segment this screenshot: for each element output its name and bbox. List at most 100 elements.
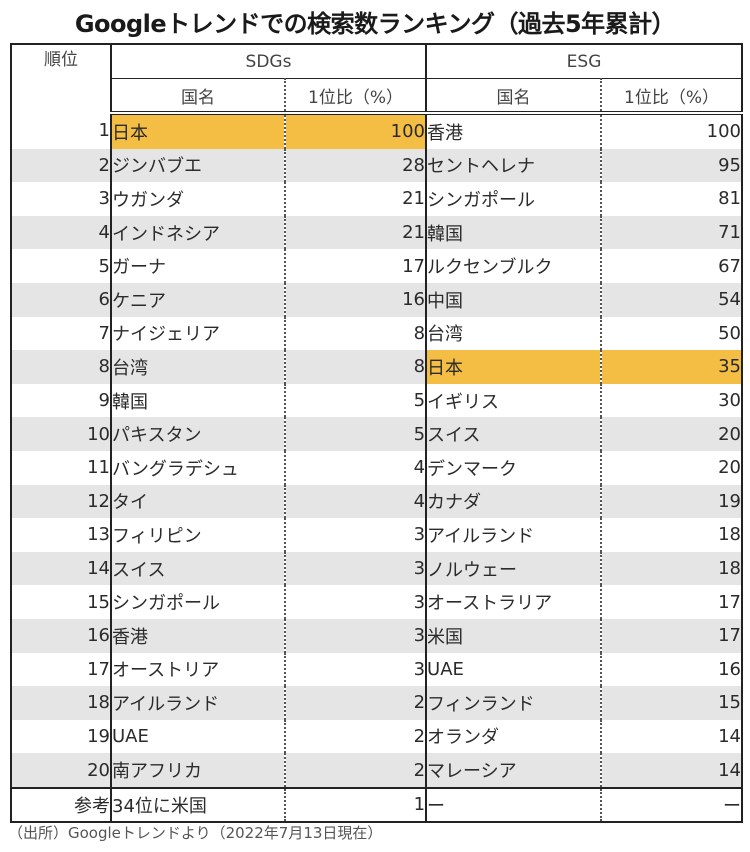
esg-country-cell: アイルランド <box>426 518 603 552</box>
rank-cell: 9 <box>11 383 112 418</box>
reference-label: 参考 <box>11 786 112 822</box>
sdgs-country-cell: インドネシア <box>111 215 286 250</box>
table-row: 18 アイルランド 2 フィンランド 15 <box>11 686 743 720</box>
rank-cell: 20 <box>11 753 112 788</box>
esg-value-cell: 81 <box>718 188 742 210</box>
sdgs-country-cell: ケニア <box>111 282 286 317</box>
rank-cell: 4 <box>11 215 112 250</box>
sdgs-value-cell: 5 <box>285 383 428 418</box>
reference-esg-value: ー <box>601 786 743 822</box>
table-row: 3 ウガンダ 21 シンガポール 81 <box>11 182 742 216</box>
sdgs-value-cell: 3 <box>285 518 428 552</box>
sdgs-value-cell: 21 <box>285 215 428 250</box>
table-row: 14 スイス 3 ノルウェー 18 <box>11 551 743 586</box>
table-row: 10 パキスタン 5 スイス 20 <box>11 417 743 451</box>
sdgs-value-cell: 17 <box>285 249 428 283</box>
reference-row: 参考 34位に米国 1 ー ー <box>11 786 743 822</box>
esg-value-cell: 20 <box>601 417 743 451</box>
sdgs-value-cell: 100 <box>285 113 428 149</box>
sdgs-value-cell: 8 <box>285 350 428 384</box>
esg-value-cell: 16 <box>718 658 742 680</box>
esg-value-cell: 100 <box>706 121 742 143</box>
page-title: Googleトレンドでの検索数ランキング（過去5年累計） <box>74 10 676 38</box>
esg-country-cell: カナダ <box>426 484 603 519</box>
sdgs-country-cell: フィリピン <box>111 518 286 552</box>
rank-cell: 14 <box>11 551 112 586</box>
sdgs-value-cell: 16 <box>285 282 428 317</box>
esg-ratio-header: 1位比（%） <box>601 78 743 115</box>
sdgs-country-cell: タイ <box>111 484 286 519</box>
rank-cell: 12 <box>11 484 112 519</box>
sdgs-value-cell: 3 <box>285 618 428 653</box>
sdgs-country-cell: ナイジェリア <box>111 316 286 351</box>
esg-country-cell: 香港 <box>426 113 603 149</box>
sdgs-country-cell: パキスタン <box>111 417 286 451</box>
reference-esg-country: ー <box>426 786 603 822</box>
esg-value-cell: 30 <box>718 390 742 412</box>
sdgs-value-cell: 5 <box>285 417 428 451</box>
esg-value-cell: 14 <box>718 725 742 747</box>
esg-value-cell: 19 <box>601 484 743 519</box>
esg-value-cell: 54 <box>601 282 743 317</box>
esg-value-cell: 67 <box>718 255 742 277</box>
sdgs-country-cell: 日本 <box>111 113 286 149</box>
esg-country-cell: デンマーク <box>426 450 603 485</box>
table-row: 19 UAE 2 オランダ 14 <box>11 719 742 754</box>
table-row: 15 シンガポール 3 オーストラリア 17 <box>11 585 742 619</box>
table-row: 7 ナイジェリア 8 台湾 50 <box>11 316 742 351</box>
esg-country-cell: ルクセンブルク <box>426 249 603 283</box>
rank-cell: 15 <box>11 585 112 619</box>
sdgs-country-cell: ウガンダ <box>111 182 286 216</box>
table-row: 16 香港 3 米国 17 <box>11 618 743 653</box>
table-row: 6 ケニア 16 中国 54 <box>11 282 743 317</box>
esg-value-cell: 95 <box>601 148 743 183</box>
rank-cell: 11 <box>11 450 112 485</box>
esg-value-cell: 18 <box>718 524 742 546</box>
table-row: 17 オーストリア 3 UAE 16 <box>11 652 742 687</box>
rank-cell: 6 <box>11 282 112 317</box>
sdgs-value-cell: 3 <box>285 585 428 619</box>
table-row: 13 フィリピン 3 アイルランド 18 <box>11 518 742 552</box>
rank-cell: 7 <box>11 316 112 351</box>
esg-country-cell: 韓国 <box>426 215 603 250</box>
sdgs-country-cell: アイルランド <box>111 686 286 720</box>
esg-value-cell: 17 <box>718 591 742 613</box>
rank-cell: 13 <box>11 518 112 552</box>
table-row: 20 南アフリカ 2 マレーシア 14 <box>11 753 743 788</box>
rank-cell: 2 <box>11 148 112 183</box>
esg-country-cell: スイス <box>426 417 603 451</box>
esg-country-cell: 台湾 <box>426 316 603 351</box>
rank-cell: 19 <box>11 719 112 754</box>
sdgs-value-cell: 28 <box>285 148 428 183</box>
rank-cell: 3 <box>11 182 112 216</box>
sdgs-group-header: SDGs <box>111 43 428 79</box>
sdgs-country-cell: 香港 <box>111 618 286 653</box>
table-row: 2 ジンバブエ 28 セントヘレナ 95 <box>11 148 743 183</box>
esg-country-cell: イギリス <box>426 383 603 418</box>
sdgs-country-cell: オーストリア <box>111 652 286 687</box>
sdgs-country-cell: スイス <box>111 551 286 586</box>
esg-country-cell: 米国 <box>426 618 603 653</box>
table-row: 1 日本 100 香港 100 <box>11 113 742 149</box>
reference-sdgs-value: 1 <box>285 786 428 822</box>
esg-country-cell: 中国 <box>426 282 603 317</box>
esg-value-cell: 50 <box>718 322 742 344</box>
esg-country-cell: マレーシア <box>426 753 603 788</box>
rank-cell: 10 <box>11 417 112 451</box>
esg-country-cell: ノルウェー <box>426 551 603 586</box>
sdgs-value-cell: 2 <box>285 753 428 788</box>
esg-country-cell: UAE <box>426 652 603 687</box>
sdgs-ratio-header: 1位比（%） <box>285 78 428 115</box>
sdgs-country-cell: ガーナ <box>111 249 286 283</box>
sdgs-country-cell: 台湾 <box>111 350 286 384</box>
esg-country-header: 国名 <box>426 78 603 115</box>
sdgs-country-cell: 南アフリカ <box>111 753 286 788</box>
esg-value-cell: 17 <box>601 618 743 653</box>
rank-cell: 17 <box>11 652 112 687</box>
reference-sdgs-country: 34位に米国 <box>111 786 286 822</box>
table-row: 12 タイ 4 カナダ 19 <box>11 484 743 519</box>
sdgs-country-cell: シンガポール <box>111 585 286 619</box>
sdgs-country-header: 国名 <box>111 78 286 115</box>
esg-value-cell: 14 <box>601 753 743 788</box>
esg-country-cell: セントヘレナ <box>426 148 603 183</box>
